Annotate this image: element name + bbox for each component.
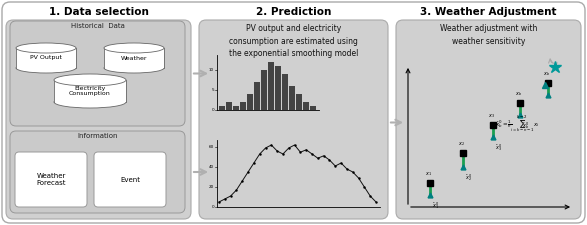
Bar — [240, 102, 246, 110]
FancyBboxPatch shape — [396, 20, 581, 219]
FancyBboxPatch shape — [10, 131, 185, 213]
Bar — [282, 74, 288, 110]
FancyArrowPatch shape — [549, 59, 558, 63]
Ellipse shape — [16, 43, 76, 53]
Bar — [226, 102, 232, 110]
Bar — [104, 48, 164, 68]
Bar — [233, 106, 239, 110]
Bar — [310, 106, 316, 110]
Bar — [16, 48, 76, 68]
Text: $\hat{x}_3^0$: $\hat{x}_3^0$ — [495, 142, 502, 153]
Text: 2. Prediction: 2. Prediction — [256, 7, 331, 17]
FancyBboxPatch shape — [94, 152, 166, 207]
Text: 10: 10 — [209, 68, 214, 72]
Bar — [247, 94, 253, 110]
Text: 5: 5 — [211, 88, 214, 92]
Bar — [275, 66, 281, 110]
FancyBboxPatch shape — [15, 152, 87, 207]
FancyBboxPatch shape — [199, 20, 388, 219]
Text: 3. Weather Adjustment: 3. Weather Adjustment — [420, 7, 556, 17]
Text: Electricity
Consumption: Electricity Consumption — [69, 86, 111, 96]
Ellipse shape — [54, 96, 126, 108]
Ellipse shape — [104, 43, 164, 53]
Text: $x_1$: $x_1$ — [424, 170, 431, 178]
Bar — [303, 102, 309, 110]
Text: $x_b$: $x_b$ — [514, 90, 521, 98]
Text: Weather
Forecast: Weather Forecast — [36, 173, 66, 186]
Text: 40: 40 — [209, 165, 214, 169]
Text: $x_2$: $x_2$ — [458, 140, 464, 148]
FancyBboxPatch shape — [6, 20, 191, 219]
Text: Historical  Data: Historical Data — [70, 23, 124, 29]
FancyBboxPatch shape — [2, 2, 585, 223]
Text: $\hat{x}_b^0$: $\hat{x}_b^0$ — [522, 120, 529, 131]
Text: PV Output: PV Output — [30, 56, 62, 61]
Ellipse shape — [54, 74, 126, 86]
Bar — [268, 62, 274, 110]
Text: 60: 60 — [209, 145, 214, 149]
Bar — [261, 70, 267, 110]
Text: PV output and electricity
consumption are estimated using
the exponential smooth: PV output and electricity consumption ar… — [229, 24, 358, 58]
Bar — [254, 82, 260, 110]
Bar — [289, 86, 295, 110]
Text: $\hat{x}_b^0 = \frac{1}{n}\sum_{i=k-n-1}^{k-2}x_i$: $\hat{x}_b^0 = \frac{1}{n}\sum_{i=k-n-1}… — [495, 115, 539, 135]
Ellipse shape — [104, 63, 164, 73]
Text: 0: 0 — [211, 108, 214, 112]
Ellipse shape — [16, 63, 76, 73]
Text: Event: Event — [120, 176, 140, 182]
Text: $\hat{x}_2^0$: $\hat{x}_2^0$ — [465, 172, 472, 183]
FancyBboxPatch shape — [10, 21, 185, 126]
Text: $\hat{x}_1^0$: $\hat{x}_1^0$ — [432, 200, 439, 211]
Bar — [219, 106, 225, 110]
Bar — [296, 94, 302, 110]
Text: Weather adjustment with
weather sensitivity: Weather adjustment with weather sensitiv… — [440, 24, 537, 45]
Text: $x_3$: $x_3$ — [488, 112, 494, 120]
Text: Information: Information — [77, 133, 118, 139]
Text: Weather: Weather — [121, 56, 147, 61]
Text: 1. Data selection: 1. Data selection — [49, 7, 149, 17]
Text: $x_b$: $x_b$ — [542, 70, 549, 78]
Text: 20: 20 — [209, 185, 214, 189]
Text: 0: 0 — [211, 205, 214, 209]
Bar — [54, 80, 126, 102]
